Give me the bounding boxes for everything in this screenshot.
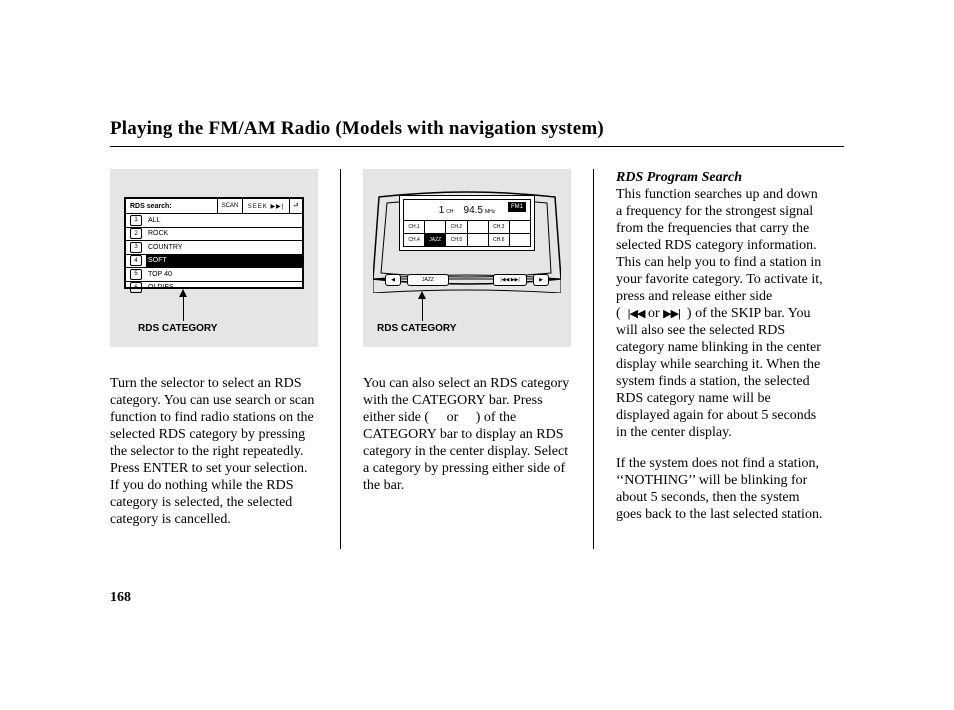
preset-grid: CH.1 CH.2 CH.3 CH.4 JAZZ CH.5: [404, 220, 530, 246]
body-text: RDS Program Search This function searche…: [616, 169, 824, 537]
page-number: 168: [110, 590, 131, 606]
paragraph: This function searches up and down a fre…: [616, 186, 824, 441]
column-divider: [340, 169, 341, 549]
column-divider: [593, 169, 594, 549]
return-icon: ⮐: [289, 199, 302, 213]
list-item-selected: 4SOFT: [126, 255, 302, 269]
page-title: Playing the FM/AM Radio (Models with nav…: [110, 118, 844, 140]
radio-screen: 1 CH 94.5 MHz FM1 CH.1 CH.2: [399, 195, 535, 251]
prev-category-icon: ◀: [385, 274, 401, 286]
figure-1: RDS search: SCAN SEEK ▶▶| ⮐ 1ALL 2ROCK 3…: [110, 169, 318, 347]
content-columns: RDS search: SCAN SEEK ▶▶| ⮐ 1ALL 2ROCK 3…: [110, 169, 844, 549]
column-2: 1 CH 94.5 MHz FM1 CH.1 CH.2: [363, 169, 571, 549]
grid-row: CH.4 JAZZ CH.5 CH.6: [404, 233, 530, 246]
paragraph: Turn the selector to select an RDS categ…: [110, 375, 318, 528]
arrow-head-icon: [179, 289, 187, 297]
screen-inner: 1 CH 94.5 MHz FM1 CH.1 CH.2: [403, 199, 531, 247]
arrow-head-icon: [418, 291, 426, 299]
skip-prev-icon: |◀◀: [628, 308, 645, 320]
title-rule: [110, 146, 844, 147]
grid-row: CH.1 CH.2 CH.3: [404, 220, 530, 233]
fm-badge: FM1: [508, 202, 526, 212]
arrow-shaft: [422, 299, 423, 321]
next-category-icon: ▶: [533, 274, 549, 286]
header-label: RDS search:: [126, 203, 217, 210]
section-subhead: RDS Program Search: [616, 169, 824, 186]
manual-page: Playing the FM/AM Radio (Models with nav…: [0, 0, 954, 710]
skip-bar: |◀◀ ▶▶|: [493, 274, 527, 286]
paragraph: If the system does not find a station, ‘…: [616, 455, 824, 523]
figure-2: 1 CH 94.5 MHz FM1 CH.1 CH.2: [363, 169, 571, 347]
figure-caption: RDS CATEGORY: [377, 323, 456, 334]
figure-caption: RDS CATEGORY: [138, 323, 217, 334]
category-bar: ◀ JAZZ |◀◀ ▶▶| ▶: [385, 273, 549, 287]
list-item: 6OLDIES: [126, 282, 302, 295]
body-text: Turn the selector to select an RDS categ…: [110, 375, 318, 542]
body-text: You can also select an RDS category with…: [363, 375, 571, 508]
column-1: RDS search: SCAN SEEK ▶▶| ⮐ 1ALL 2ROCK 3…: [110, 169, 318, 549]
paragraph: You can also select an RDS category with…: [363, 375, 571, 494]
list-item: 5TOP 40: [126, 268, 302, 282]
rds-list-panel: RDS search: SCAN SEEK ▶▶| ⮐ 1ALL 2ROCK 3…: [124, 197, 304, 289]
list-item: 1ALL: [126, 214, 302, 228]
list-item: 2ROCK: [126, 228, 302, 242]
seek-badge: SEEK ▶▶|: [242, 199, 289, 213]
list-item: 3COUNTRY: [126, 241, 302, 255]
category-label: JAZZ: [407, 274, 449, 286]
column-3: RDS Program Search This function searche…: [616, 169, 824, 549]
skip-next-icon: ▶▶|: [663, 308, 680, 320]
arrow-shaft: [183, 297, 184, 321]
scan-badge: SCAN: [217, 199, 242, 213]
rds-list-header: RDS search: SCAN SEEK ▶▶| ⮐: [126, 199, 302, 214]
